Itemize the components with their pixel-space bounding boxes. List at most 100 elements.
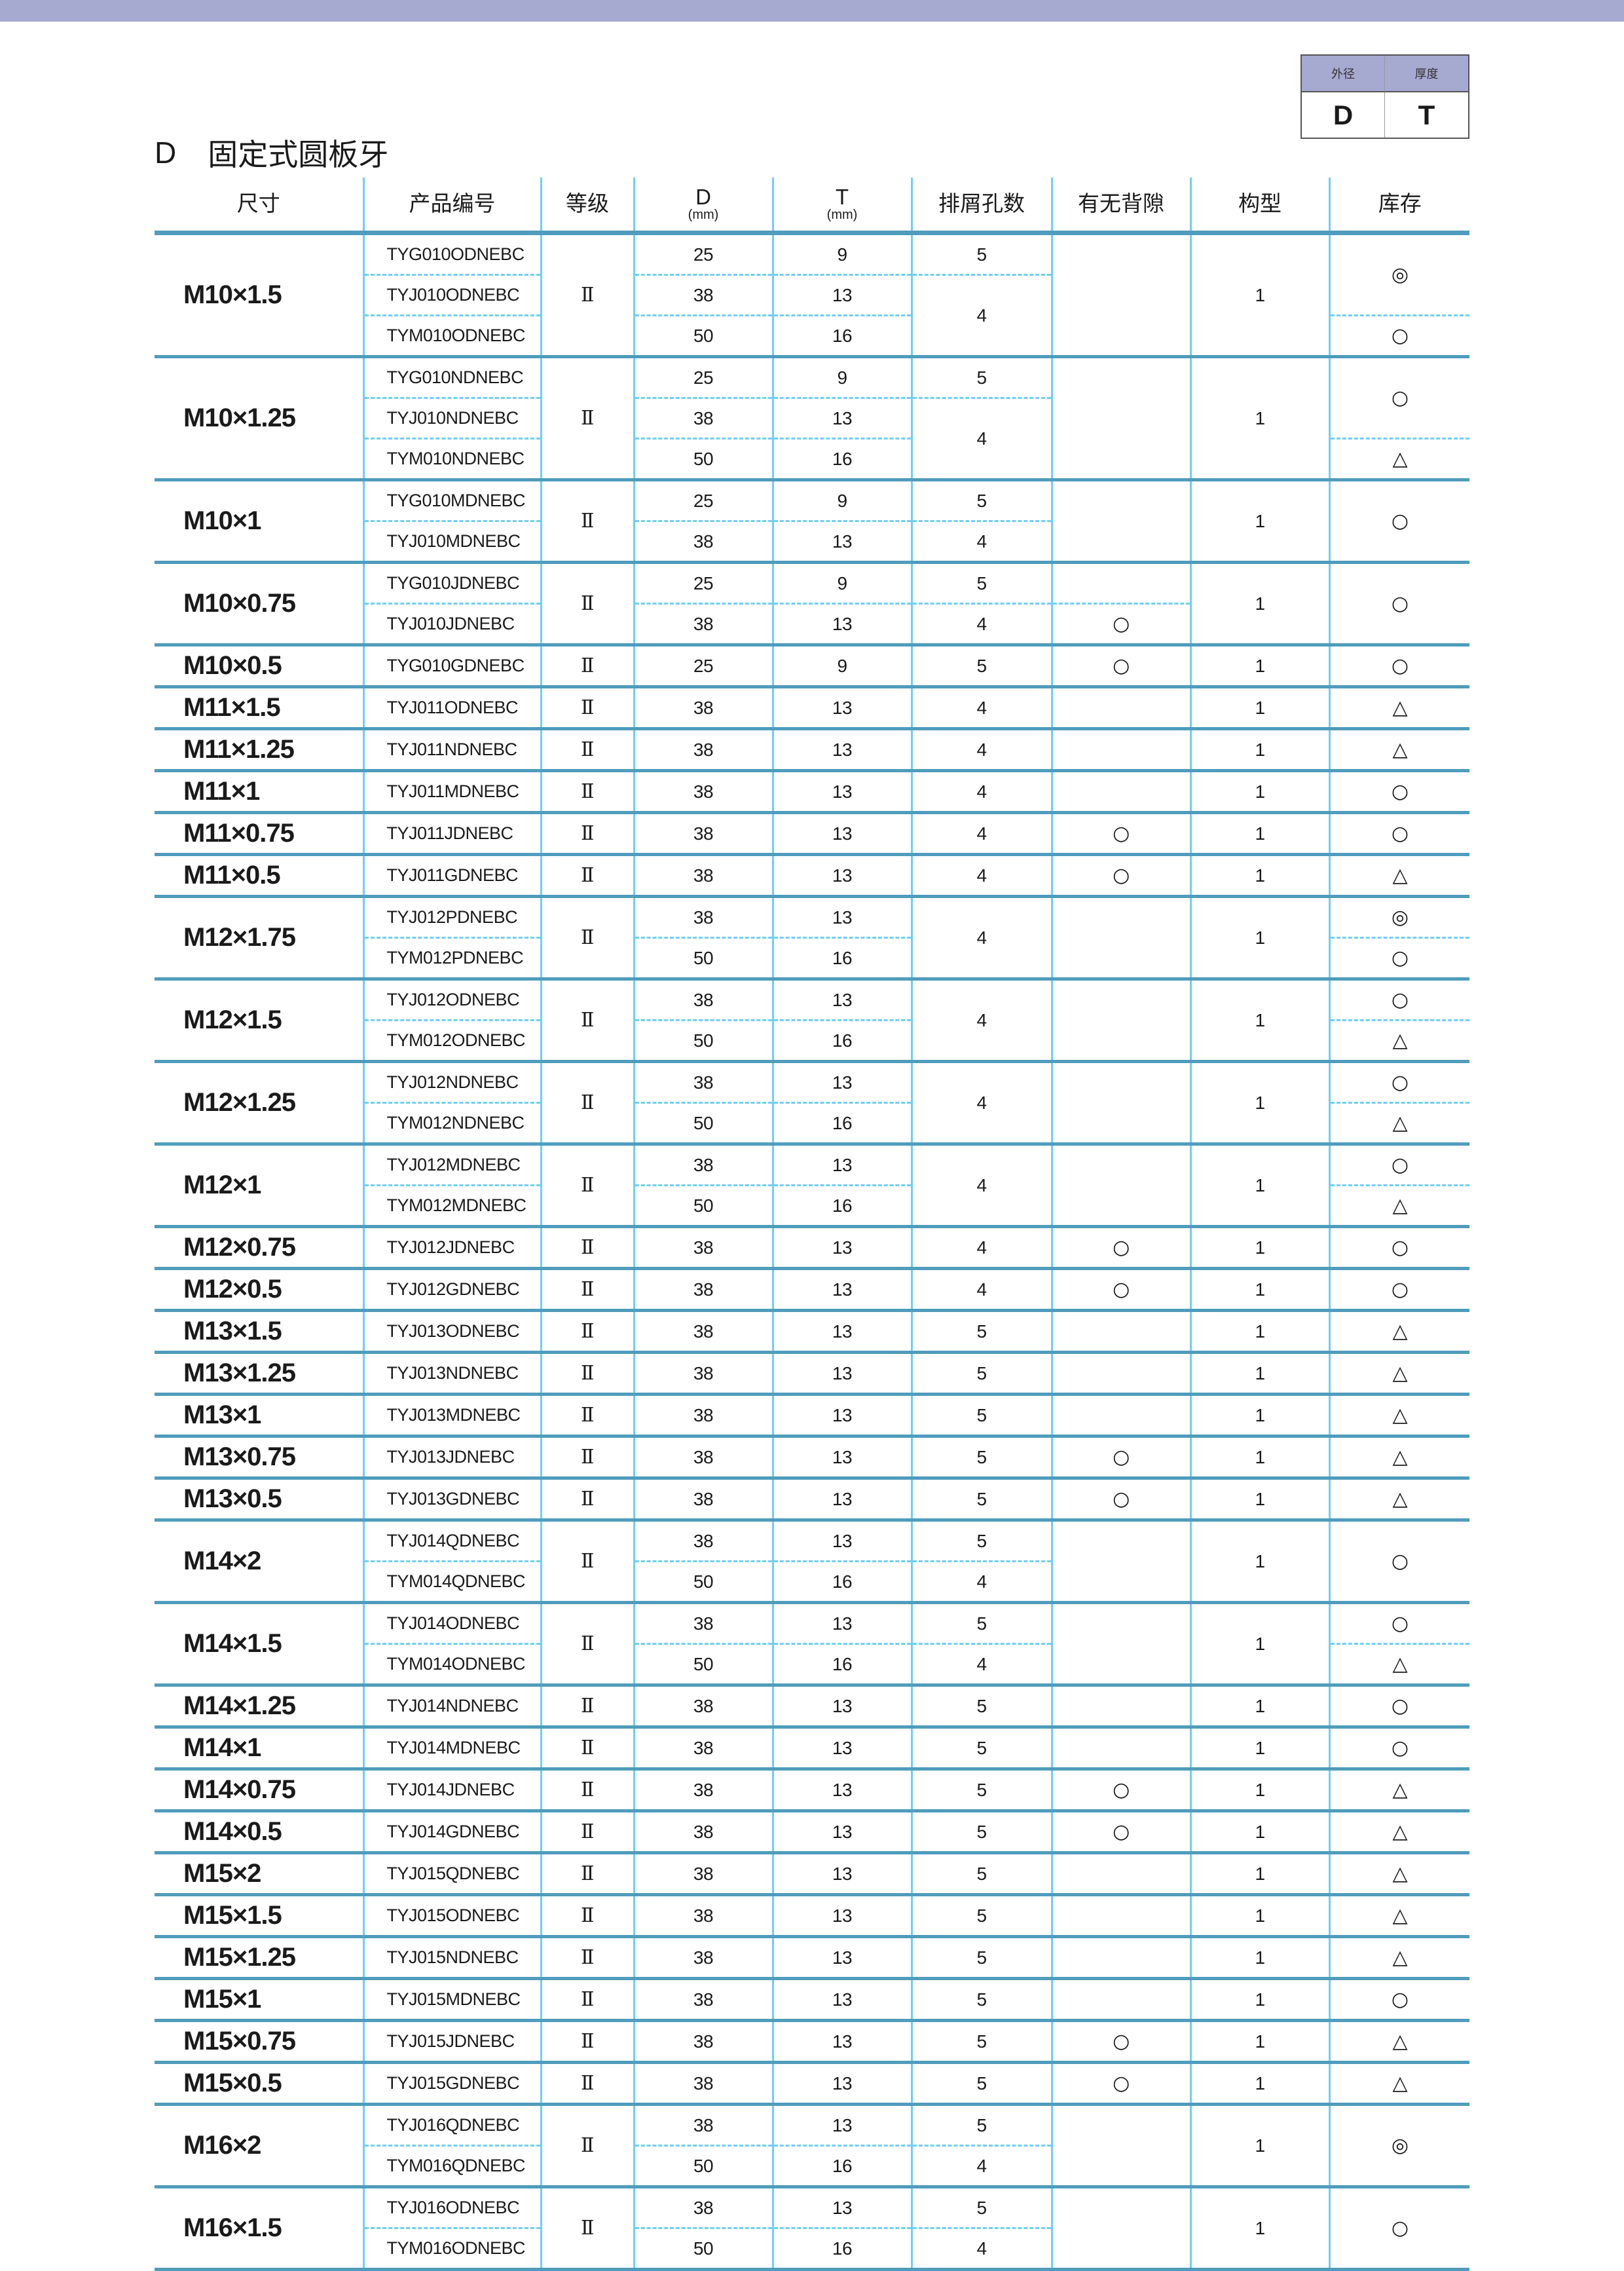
size-cell: M15×2 [155,1851,363,1895]
table-row: TYM010ODNEBC 50 16 ○ [155,314,1469,357]
type-cell: 1 [1189,811,1329,855]
thickness-cell: 13 [771,811,912,855]
stock-cell: △ [1328,1643,1469,1685]
size-cell: M13×0.5 [155,1476,363,1520]
size-cell: M13×0.75 [155,1435,363,1478]
chip-holes-cell: 5 [910,478,1052,521]
table-row: M12×1.75 TYJ012PDNEBC Ⅱ 38 13 4 1 ◎ [155,895,1469,979]
diameter-cell: 38 [633,1142,773,1186]
stock-cell: ○ [1328,2185,1469,2271]
table-row: M12×0.75 TYJ012JDNEBC Ⅱ 38 13 4 ○ 1 ○ [155,1225,1469,1269]
table-row: M13×0.5 TYJ013GDNEBC Ⅱ 38 13 5 ○ 1 △ [155,1476,1469,1520]
table-row: M13×1.25 TYJ013NDNEBC Ⅱ 38 13 5 1 △ [155,1351,1469,1395]
stock-cell: △ [1328,438,1469,480]
table-row: TYJ010MDNEBC 38 13 4 [155,520,1469,563]
table-row: TYM012MDNEBC 50 16 △ [155,1184,1469,1227]
stock-cell: ○ [1328,355,1469,439]
product-code-cell: TYM012PDNEBC [362,937,541,979]
product-code-cell: TYM012NDNEBC [362,1102,541,1144]
backlash-cell [1050,977,1190,1062]
backlash-cell [1050,1393,1190,1436]
diameter-cell: 50 [633,2227,773,2271]
grade-cell: Ⅱ [540,1142,634,1227]
table-body: M10×1.5 TYG010ODNEBC Ⅱ 25 9 5 1 ◎ TYJ010ODNEBC 38… [155,231,1469,2271]
grade-cell: Ⅱ [540,853,634,897]
product-code-cell: TYG010NDNEBC [362,355,541,398]
chip-holes-cell: 4 [910,397,1052,480]
product-code-cell: TYJ010MDNEBC [362,520,541,563]
stock-cell: △ [1328,1393,1469,1436]
table-row: M14×0.5 TYJ014GDNEBC Ⅱ 38 13 5 ○ 1 △ [155,1809,1469,1853]
diameter-cell: 38 [633,274,773,316]
size-cell: M12×1.25 [155,1060,363,1144]
backlash-cell [1050,1725,1190,1769]
type-cell: 1 [1189,1767,1329,1811]
thickness-cell: 13 [771,1725,912,1769]
table-row: M15×1.5 TYJ015ODNEBC Ⅱ 38 13 5 1 △ [155,1893,1469,1937]
thickness-cell: 16 [771,1019,912,1062]
type-cell: 1 [1189,769,1329,813]
size-cell: M11×0.5 [155,853,363,897]
chip-holes-cell: 5 [910,1683,1052,1727]
grade-cell: Ⅱ [540,1351,634,1395]
table-row: M11×1 TYJ011MDNEBC Ⅱ 38 13 4 1 ○ [155,769,1469,813]
product-code-cell: TYJ010NDNEBC [362,397,541,439]
size-cell: M10×1.25 [155,355,363,480]
type-cell: 1 [1189,895,1329,979]
stock-cell: △ [1328,1351,1469,1395]
backlash-cell [1050,1351,1190,1395]
thickness-cell: 13 [771,1935,912,1979]
backlash-cell [1050,1851,1190,1895]
table-row: TYM016QDNEBC 50 16 4 [155,2145,1469,2187]
type-cell: 1 [1189,977,1329,1062]
backlash-cell: ○ [1050,1267,1190,1311]
diameter-cell: 38 [633,1809,773,1853]
thickness-cell: 13 [771,1351,912,1395]
product-code-cell: TYJ015GDNEBC [362,2061,541,2105]
col-header-d: D (mm) [633,178,773,235]
size-cell: M11×1.5 [155,685,363,729]
size-cell: M12×0.75 [155,1225,363,1269]
table-row: M16×2 TYJ016QDNEBC Ⅱ 38 13 5 1 ◎ [155,2103,1469,2187]
grade-cell: Ⅱ [540,977,634,1062]
diameter-cell: 50 [633,1102,773,1144]
stock-cell: △ [1328,1476,1469,1520]
stock-cell: ○ [1328,937,1469,979]
stock-cell: △ [1328,1309,1469,1353]
stock-cell: ○ [1328,314,1469,357]
backlash-cell [1050,1142,1190,1227]
stock-cell: ○ [1328,1977,1469,2021]
table-row: M13×1 TYJ013MDNEBC Ⅱ 38 13 5 1 △ [155,1393,1469,1436]
thickness-cell: 13 [771,769,912,813]
type-cell: 1 [1189,1893,1329,1937]
backlash-cell [1050,769,1190,813]
size-cell: M13×1 [155,1393,363,1436]
table-row: M13×1.5 TYJ013ODNEBC Ⅱ 38 13 5 1 △ [155,1309,1469,1353]
product-code-cell: TYJ013NDNEBC [362,1351,541,1395]
thickness-cell: 13 [771,1060,912,1103]
chip-holes-cell: 5 [910,2019,1052,2063]
product-code-cell: TYJ011NDNEBC [362,727,541,771]
product-code-cell: TYJ012MDNEBC [362,1142,541,1186]
product-code-cell: TYJ014ODNEBC [362,1601,541,1644]
backlash-cell [1050,727,1190,771]
product-code-cell: TYG010GDNEBC [362,643,541,687]
size-cell: M10×1.5 [155,231,363,357]
stock-cell: ○ [1328,1267,1469,1311]
grade-cell: Ⅱ [540,1601,634,1685]
col-header-t: T (mm) [771,178,912,235]
table-row: TYM010NDNEBC 50 16 △ [155,438,1469,480]
diameter-cell: 38 [633,769,773,813]
type-cell: 1 [1189,1725,1329,1769]
table-row: M11×1.25 TYJ011NDNEBC Ⅱ 38 13 4 1 △ [155,727,1469,771]
diameter-cell: 38 [633,1060,773,1103]
size-cell: M14×1 [155,1725,363,1769]
thickness-cell: 16 [771,1560,912,1603]
stock-cell: ○ [1328,1725,1469,1769]
product-code-cell: TYJ013MDNEBC [362,1393,541,1436]
grade-cell: Ⅱ [540,1851,634,1895]
stock-cell: △ [1328,2019,1469,2063]
product-code-cell: TYJ014GDNEBC [362,1809,541,1853]
col-header-chip-holes: 排屑孔数 [910,178,1052,235]
size-cell: M15×1.25 [155,1935,363,1979]
